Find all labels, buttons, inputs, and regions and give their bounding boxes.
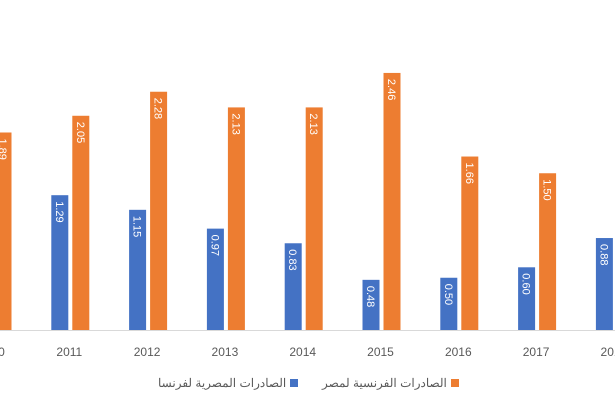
bar-egyptian-exports	[440, 277, 458, 330]
x-tick-label: 2016	[445, 345, 472, 359]
data-label: 0.48	[364, 286, 376, 307]
data-label: 2.05	[74, 122, 86, 143]
bar-egyptian-exports	[51, 195, 69, 330]
bar-french-exports	[383, 72, 401, 331]
legend: الصادرات الفرنسية لمصر الصادرات المصرية …	[0, 376, 615, 394]
legend-label: الصادرات المصرية لفرنسا	[158, 376, 287, 390]
data-label: 2.28	[152, 98, 164, 119]
legend-label: الصادرات الفرنسية لمصر	[322, 376, 447, 390]
bar-french-exports	[461, 156, 479, 330]
bar-egyptian-exports	[129, 209, 147, 330]
bar-french-exports	[539, 173, 557, 330]
bar-egyptian-exports	[595, 238, 613, 330]
bar-egyptian-exports	[518, 267, 536, 330]
data-label: 2.46	[385, 79, 397, 100]
legend-swatch-blue	[290, 379, 299, 387]
x-tick-labels: 2010 2011 2012 2013 2014 2015 2016 2017 2018	[0, 345, 615, 359]
data-label: 1.66	[463, 163, 475, 184]
bars-group: 1.89 1.29 2.05 1.15 2.28 0.97 2.13 0.83 2.13 0.48…	[0, 72, 613, 331]
data-label: 0.50	[442, 284, 454, 305]
bar-french-exports	[305, 107, 323, 330]
bar-french-exports	[227, 107, 245, 330]
bar-french-exports	[72, 115, 90, 331]
data-label: 1.29	[53, 201, 65, 222]
data-label: 0.88	[597, 244, 609, 265]
bar-egyptian-exports	[206, 228, 224, 330]
data-label: 0.97	[208, 235, 220, 256]
data-label: 2.13	[307, 113, 319, 134]
bar-french-exports	[0, 132, 12, 330]
legend-item-egyptian-exports: الصادرات المصرية لفرنسا	[158, 376, 299, 390]
x-tick-label: 2014	[289, 345, 316, 359]
x-tick-label: 2018	[601, 345, 615, 359]
bar-egyptian-exports	[362, 279, 380, 330]
legend-swatch-orange	[450, 379, 459, 387]
x-tick-label: 2015	[367, 345, 394, 359]
data-label: 0.83	[286, 249, 298, 270]
data-label: 1.50	[541, 179, 553, 200]
x-tick-label: 2010	[0, 345, 5, 359]
data-label: 0.60	[520, 273, 532, 294]
bar-egyptian-exports	[284, 243, 302, 330]
bar-chart: 1.89 1.29 2.05 1.15 2.28 0.97 2.13 0.83 2.13 0.48…	[0, 72, 615, 359]
x-tick-label: 2012	[134, 345, 161, 359]
x-tick-label: 2011	[56, 345, 82, 359]
data-label: 1.89	[0, 138, 8, 159]
data-label: 2.13	[229, 113, 241, 134]
data-label: 1.15	[131, 216, 143, 237]
x-tick-label: 2013	[212, 345, 239, 359]
legend-item-french-exports: الصادرات الفرنسية لمصر	[322, 376, 459, 390]
bar-french-exports	[150, 91, 168, 331]
x-tick-label: 2017	[523, 345, 550, 359]
